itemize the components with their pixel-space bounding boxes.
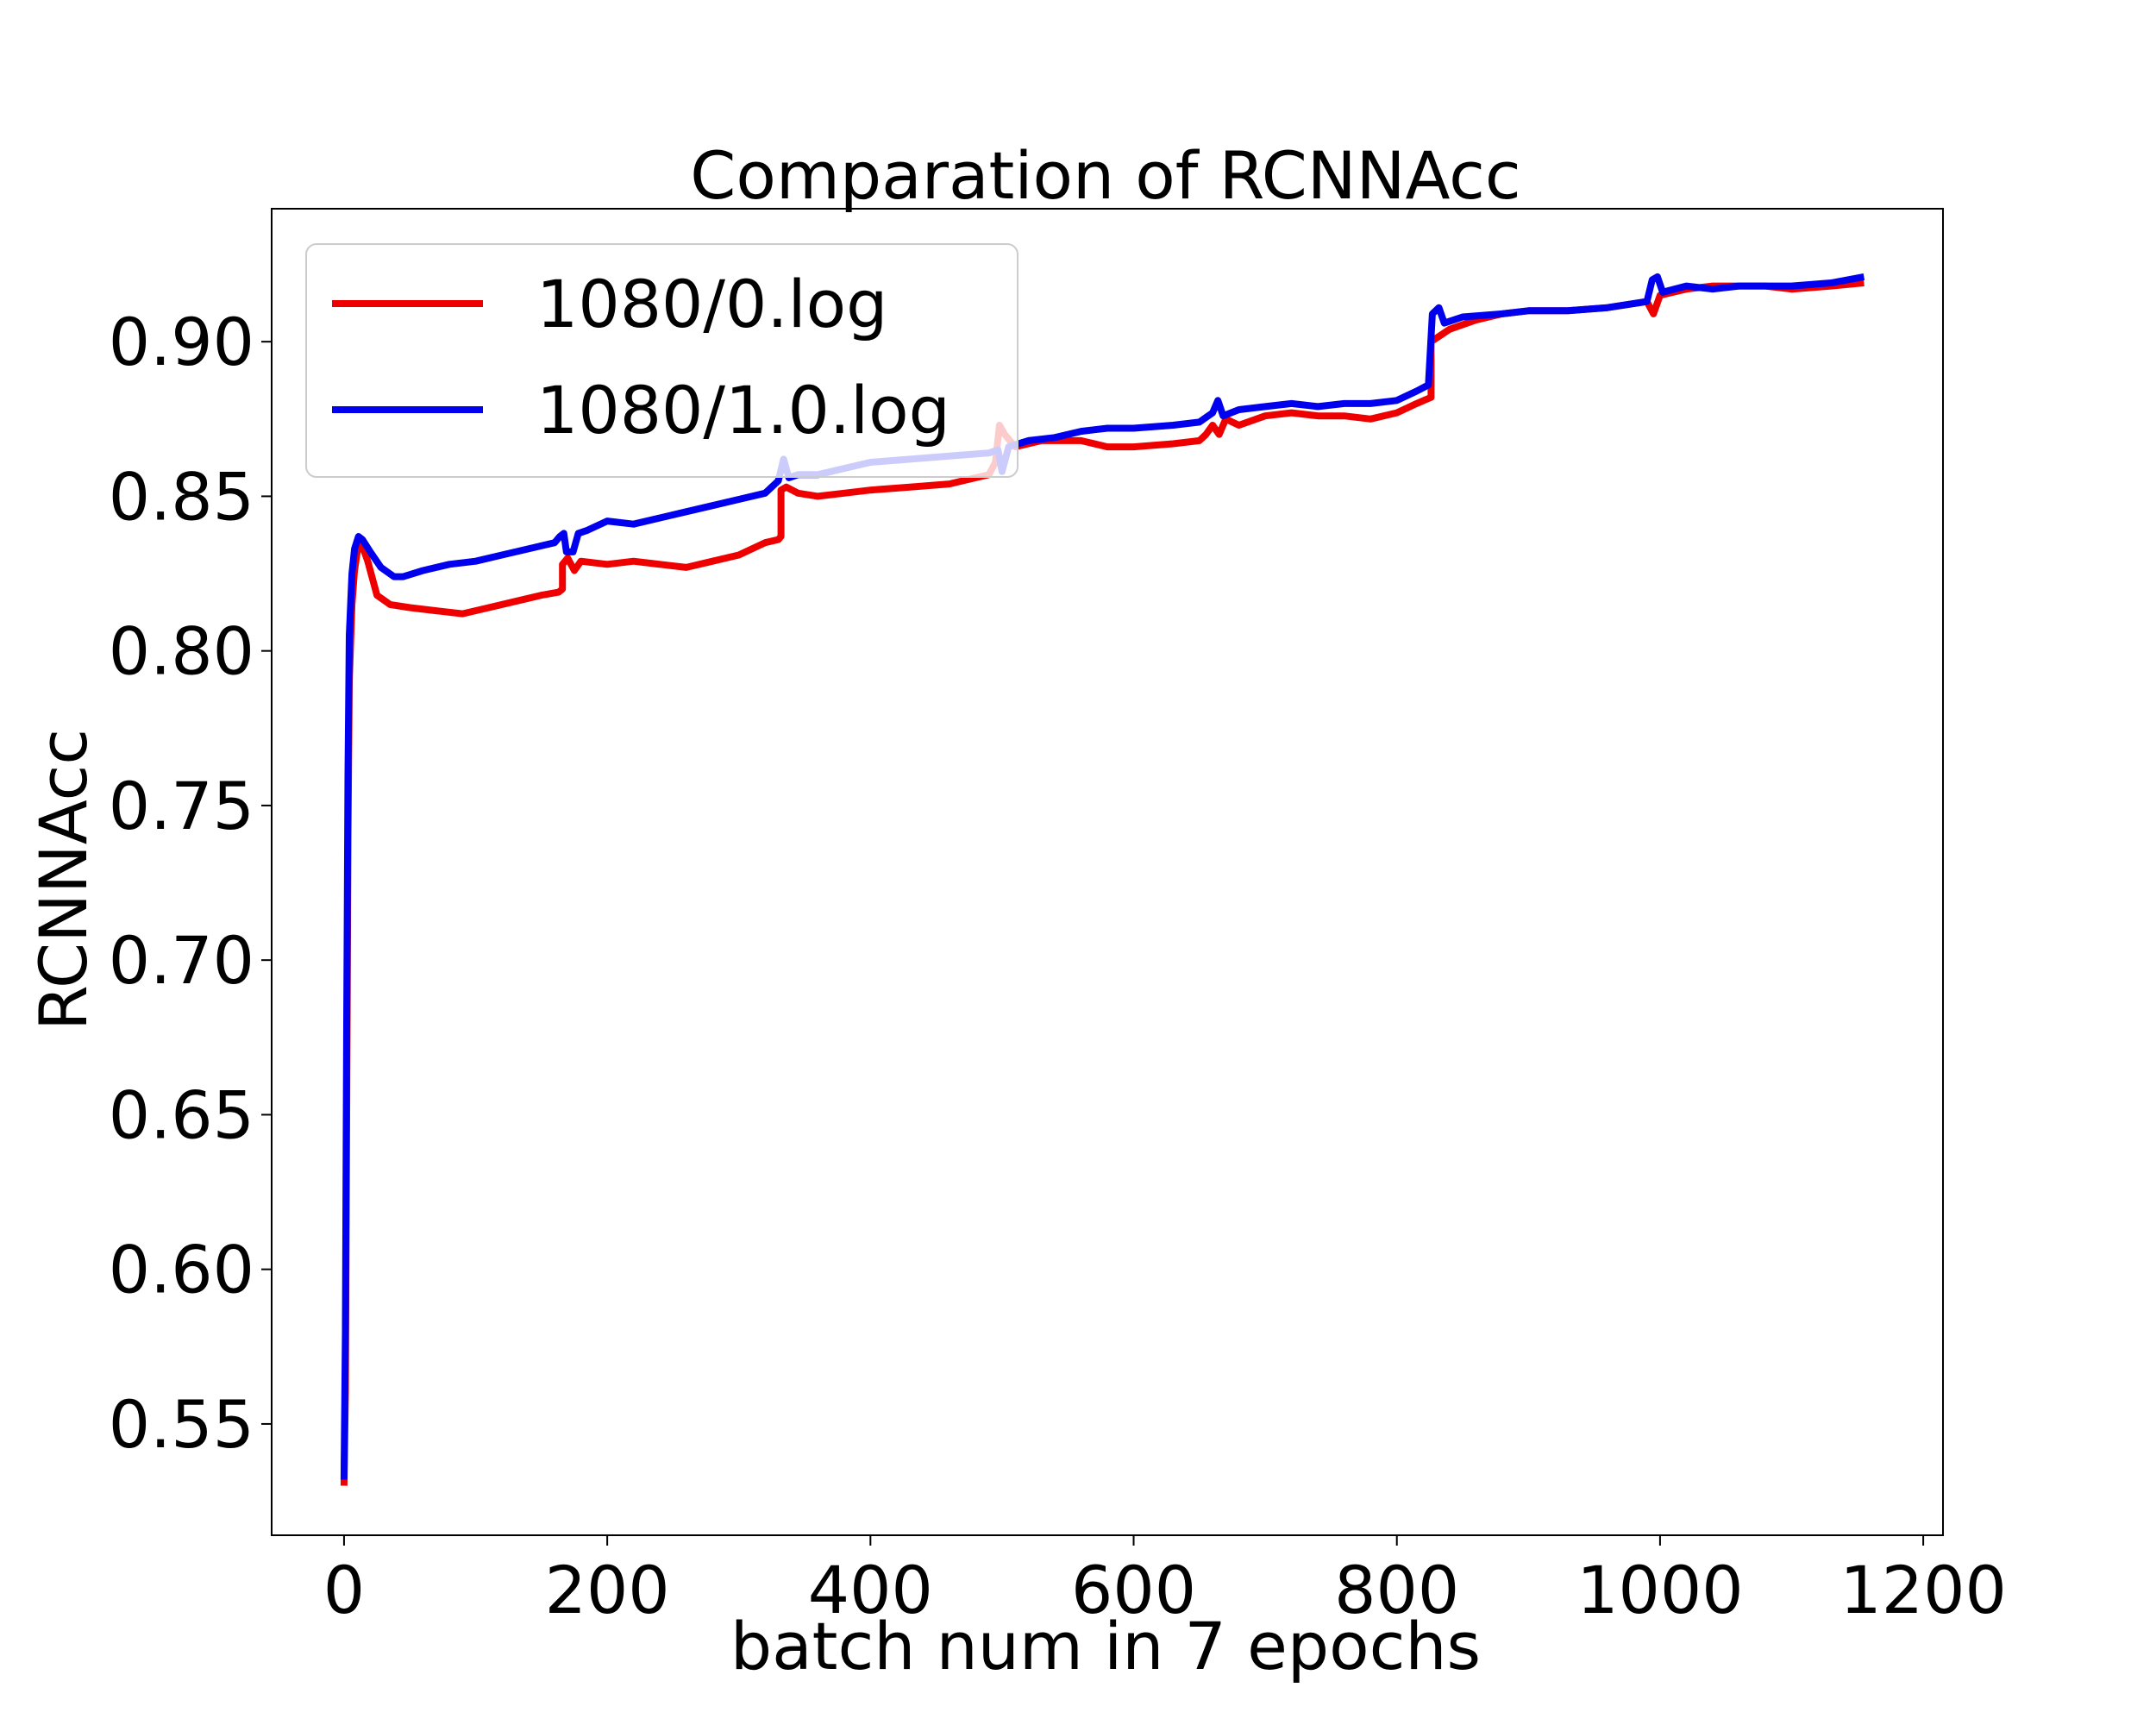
x-axis: 0 200 400 600 800 1000 1200	[323, 1535, 2007, 1628]
legend-label-1080-1: 1080/1.0.log	[536, 372, 950, 448]
y-tick-label: 0.90	[109, 304, 254, 380]
x-tick-label: 400	[808, 1552, 933, 1628]
legend-box	[305, 243, 1018, 478]
y-tick-label: 0.70	[109, 922, 254, 999]
y-tick-label: 0.85	[109, 458, 254, 535]
y-axis: 0.55 0.60 0.65 0.70 0.75 0.80 0.85 0.90	[109, 304, 272, 1463]
legend: 1080/0.log 1080/1.0.log	[305, 243, 1018, 478]
y-axis-label: RCNNAcc	[25, 729, 102, 1031]
plot-frame	[271, 208, 1944, 1536]
x-tick-label: 600	[1071, 1552, 1196, 1628]
chart-title: Comparation of RCNNAcc	[690, 137, 1520, 214]
x-tick-label: 200	[545, 1552, 670, 1628]
x-tick-label: 1200	[1839, 1552, 2006, 1628]
x-axis-label: batch num in 7 epochs	[730, 1608, 1481, 1684]
y-tick-label: 0.55	[109, 1386, 254, 1463]
legend-label-1080-0: 1080/0.log	[536, 266, 887, 342]
y-tick-label: 0.60	[109, 1232, 254, 1308]
x-tick-label: 1000	[1576, 1552, 1743, 1628]
y-tick-label: 0.65	[109, 1076, 254, 1153]
x-tick-label: 0	[323, 1552, 365, 1628]
x-tick-label: 800	[1334, 1552, 1459, 1628]
y-tick-label: 0.80	[109, 613, 254, 690]
y-tick-label: 0.75	[109, 768, 254, 844]
